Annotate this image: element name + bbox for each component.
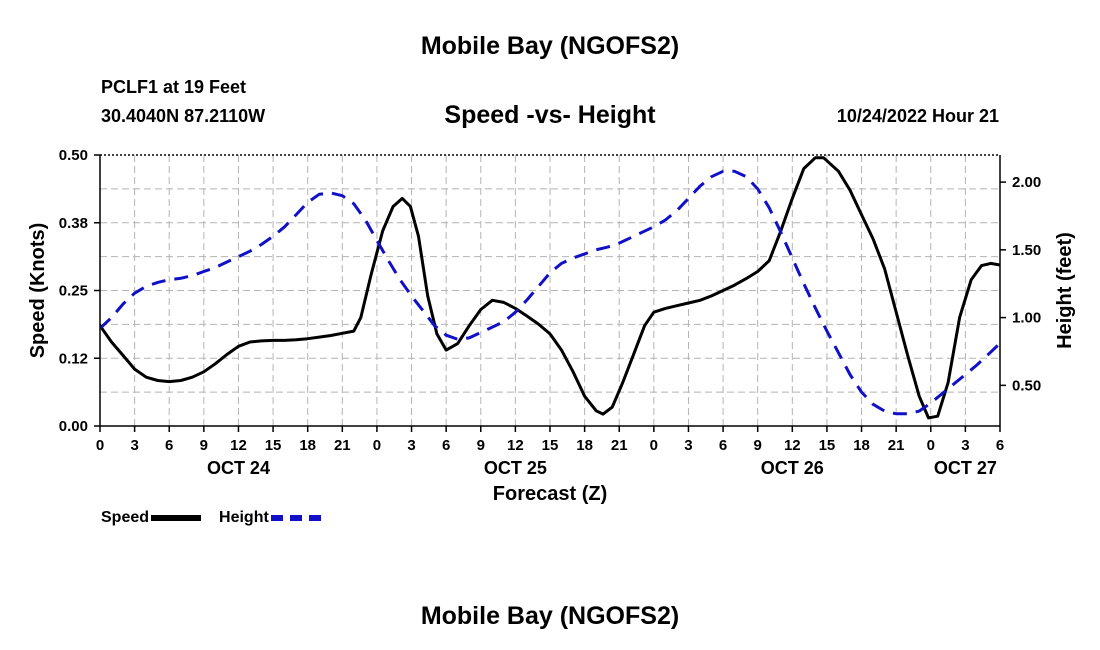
chart-legend: Speed Height	[101, 509, 339, 527]
legend-swatch-height	[270, 515, 321, 521]
x-tick-label: 15	[819, 437, 836, 454]
legend-swatch-speed	[151, 515, 202, 521]
y2-axis-label: Height (feet)	[1054, 232, 1076, 349]
x-tick-label: 18	[299, 437, 316, 454]
x-tick-label: 0	[927, 437, 935, 454]
x-axis-label: Forecast (Z)	[493, 483, 607, 505]
forecast-timestamp: 10/24/2022 Hour 21	[836, 106, 999, 126]
y-axis-label: Speed (Knots)	[27, 223, 49, 359]
main-title: Mobile Bay (NGOFS2)	[420, 32, 680, 60]
y-tick-label: 0.25	[59, 283, 88, 300]
y-tick-label: 0.38	[59, 215, 88, 232]
x-tick-label: 12	[507, 437, 524, 454]
y-tick-label: 0.50	[59, 147, 88, 164]
y2-tick-label: 1.00	[1012, 310, 1041, 327]
x-date-label: OCT 25	[484, 458, 547, 478]
y-tick-label: 0.00	[59, 418, 88, 435]
x-tick-label: 15	[542, 437, 559, 454]
x-tick-label: 3	[684, 437, 692, 454]
x-tick-label: 21	[888, 437, 905, 454]
y2-tick-label: 0.50	[1012, 377, 1041, 394]
x-tick-label: 3	[130, 437, 138, 454]
x-tick-label: 9	[477, 437, 485, 454]
x-tick-label: 9	[754, 437, 762, 454]
x-tick-label: 15	[265, 437, 282, 454]
x-tick-label: 6	[996, 437, 1004, 454]
x-tick-label: 3	[407, 437, 415, 454]
x-tick-label: 12	[784, 437, 801, 454]
y2-tick-label: 2.00	[1012, 174, 1041, 191]
x-tick-label: 6	[442, 437, 450, 454]
footer-title: Mobile Bay (NGOFS2)	[420, 602, 680, 630]
x-date-label: OCT 26	[761, 458, 824, 478]
x-tick-label: 9	[200, 437, 208, 454]
x-tick-label: 0	[650, 437, 658, 454]
series-line-height	[100, 169, 1000, 416]
x-tick-label: 6	[165, 437, 173, 454]
legend-label-speed: Speed	[101, 509, 150, 526]
x-tick-label: 12	[230, 437, 247, 454]
y2-tick-label: 1.50	[1012, 242, 1041, 259]
chart-title: Speed -vs- Height	[444, 101, 656, 129]
station-coordinates: 30.4040N 87.2110W	[101, 106, 266, 126]
x-tick-label: 18	[576, 437, 593, 454]
x-tick-label: 0	[96, 437, 104, 454]
x-tick-label: 0	[373, 437, 381, 454]
legend-label-height: Height	[219, 509, 269, 526]
y-tick-label: 0.12	[59, 350, 88, 367]
x-tick-label: 21	[611, 437, 628, 454]
x-tick-label: 21	[334, 437, 351, 454]
x-date-label: OCT 24	[207, 458, 270, 478]
x-tick-label: 6	[719, 437, 727, 454]
series-line-speed	[100, 156, 1000, 420]
x-tick-label: 18	[853, 437, 870, 454]
x-date-label: OCT 27	[934, 458, 997, 478]
station-label: PCLF1 at 19 Feet	[101, 77, 247, 97]
x-tick-label: 3	[961, 437, 969, 454]
